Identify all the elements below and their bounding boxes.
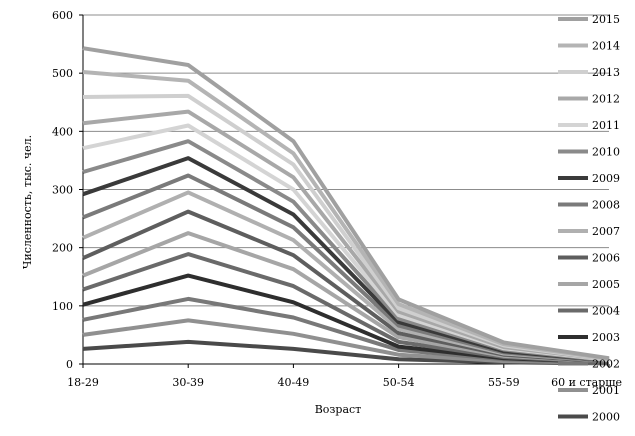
- x-tick-label: 18-29: [67, 376, 99, 389]
- x-tick-labels: 18-29 30-39 40-49 50-54 55-59 60 и старше: [67, 364, 622, 389]
- legend-label: 2014: [592, 40, 620, 53]
- legend-label: 2010: [592, 146, 620, 159]
- y-tick-label: 100: [52, 300, 73, 313]
- legend-label: 2002: [592, 358, 620, 371]
- legend-label: 2001: [592, 384, 620, 397]
- x-tick-label: 55-59: [488, 376, 520, 389]
- x-axis-title: Возраст: [315, 403, 362, 416]
- legend-label: 2000: [592, 411, 620, 424]
- y-tick-label: 200: [52, 242, 73, 255]
- x-tick-label: 50-54: [383, 376, 415, 389]
- legend-label: 2003: [592, 331, 620, 344]
- x-tick-label: 30-39: [172, 376, 204, 389]
- legend-label: 2009: [592, 172, 620, 185]
- legend-label: 2011: [592, 119, 620, 132]
- legend-label: 2015: [592, 13, 620, 26]
- y-tick-label: 600: [52, 9, 73, 22]
- grid-lines: [79, 14, 609, 365]
- legend-label: 2012: [592, 93, 620, 106]
- legend-label: 2008: [592, 199, 620, 212]
- legend: 2015 2014 2013 2012 2011 2010 2009 2008 2007 2006…: [558, 13, 620, 424]
- y-tick-labels: 0 100 200 300 400 500 600: [52, 9, 73, 371]
- series-line-2015: [82, 46, 610, 361]
- y-axis-title: Численность, тыс. чел.: [21, 135, 34, 269]
- x-tick-label: 60 и старше: [551, 376, 622, 389]
- y-tick-label: 300: [52, 184, 73, 197]
- series-lines: [82, 46, 610, 366]
- legend-label: 2013: [592, 66, 620, 79]
- legend-label: 2004: [592, 305, 620, 318]
- legend-label: 2005: [592, 278, 620, 291]
- y-tick-label: 400: [52, 125, 73, 138]
- y-tick-label: 500: [52, 67, 73, 80]
- x-tick-label: 40-49: [278, 376, 310, 389]
- legend-label: 2007: [592, 225, 620, 238]
- legend-label: 2006: [592, 252, 620, 265]
- y-tick-label: 0: [66, 358, 73, 371]
